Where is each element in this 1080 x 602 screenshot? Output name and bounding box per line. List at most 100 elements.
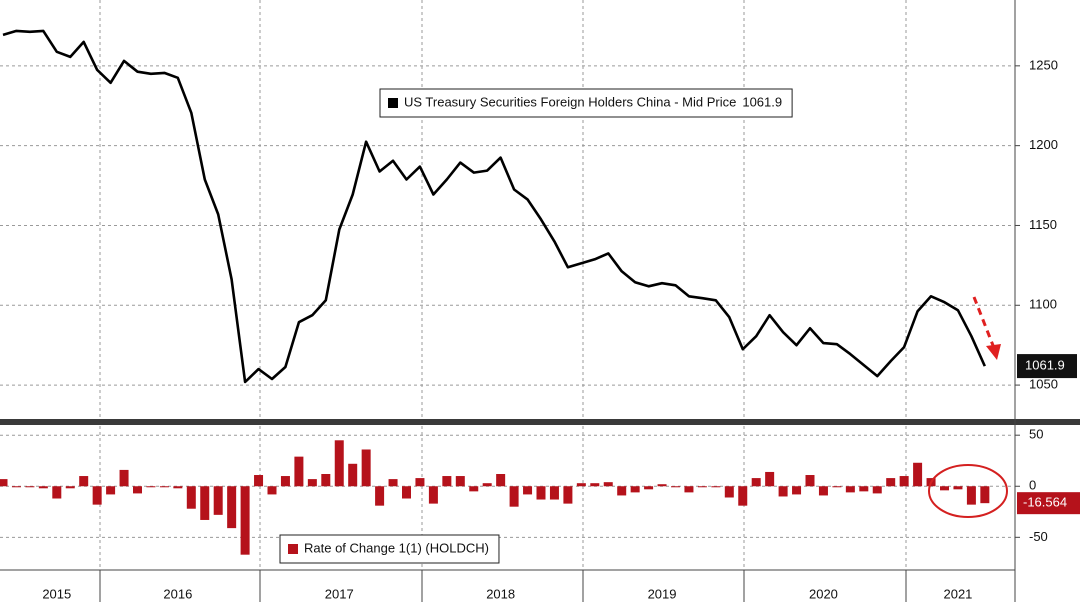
y-tick-label: 1150 — [1029, 217, 1057, 232]
bar — [845, 486, 855, 493]
bar — [590, 483, 600, 487]
bar — [966, 486, 976, 505]
bar — [886, 478, 896, 487]
bar — [402, 486, 411, 499]
bar — [186, 486, 196, 509]
bar — [119, 469, 129, 487]
last-value-label: -16.564 — [1023, 495, 1067, 510]
bar — [361, 449, 371, 487]
legend-swatch — [388, 98, 398, 108]
bar — [240, 486, 250, 555]
last-value-tag — [1017, 354, 1077, 379]
bar — [899, 476, 909, 487]
x-tick-label: 2016 — [163, 586, 192, 601]
bar — [818, 486, 828, 496]
bar — [711, 486, 721, 488]
price-line — [2, 29, 986, 384]
y-tick-label: -50 — [1029, 529, 1048, 544]
bar — [482, 483, 492, 487]
x-tick-label: 2017 — [325, 586, 354, 601]
bar — [523, 486, 533, 495]
bar — [671, 486, 680, 488]
bar — [751, 478, 761, 487]
panel-divider — [0, 419, 1080, 425]
y-tick-label: 1200 — [1029, 137, 1058, 152]
bar — [509, 486, 519, 507]
y-tick-label: 1050 — [1029, 377, 1058, 392]
bar — [254, 475, 264, 487]
bar — [92, 486, 102, 505]
bar — [469, 486, 479, 492]
x-tick-label: 2021 — [943, 586, 972, 601]
bar — [765, 471, 775, 487]
bar — [79, 476, 89, 487]
bar — [428, 486, 438, 504]
bar — [321, 474, 331, 487]
bar — [832, 486, 842, 488]
bar — [805, 475, 815, 487]
bar — [563, 486, 573, 504]
bar — [133, 486, 142, 494]
bar — [106, 486, 116, 495]
legend: US Treasury Securities Foreign Holders C… — [379, 88, 793, 118]
bar — [146, 486, 156, 488]
bar — [576, 483, 586, 487]
bar — [549, 486, 559, 500]
bar — [657, 484, 667, 487]
bar — [778, 486, 788, 497]
bar — [65, 486, 75, 489]
trend-arrow — [972, 296, 996, 349]
bar — [940, 486, 949, 491]
bar — [213, 486, 223, 515]
bar — [872, 486, 882, 494]
bar — [630, 486, 640, 493]
annotations — [928, 296, 1008, 518]
bar — [859, 486, 869, 492]
bar — [792, 486, 802, 495]
bar — [38, 486, 48, 489]
legend-swatch — [288, 544, 298, 554]
bar — [536, 486, 546, 500]
x-tick-label: 2018 — [486, 586, 515, 601]
bar — [496, 474, 506, 487]
bar — [724, 486, 734, 498]
bar — [644, 486, 654, 490]
legend: Rate of Change 1(1) (HOLDCH) — [279, 534, 500, 564]
bar — [52, 486, 62, 499]
x-tick-label: 2019 — [648, 586, 677, 601]
y-tick-label: 1250 — [1029, 57, 1058, 72]
bar — [227, 486, 237, 529]
bar — [375, 486, 385, 506]
bar — [11, 486, 21, 488]
year-separators — [99, 0, 907, 602]
bar — [159, 486, 169, 488]
x-tick-label: 2015 — [42, 586, 71, 601]
bar — [697, 486, 707, 488]
bar — [953, 486, 963, 490]
legend-label: US Treasury Securities Foreign Holders C… — [404, 94, 736, 109]
legend-box — [279, 534, 500, 564]
bar — [442, 476, 452, 487]
bar — [307, 479, 317, 487]
bar — [455, 476, 465, 487]
highlight-circle — [928, 464, 1008, 518]
bar — [980, 486, 990, 504]
legend-value: 1061.9 — [742, 94, 782, 109]
legend-label: Rate of Change 1(1) (HOLDCH) — [304, 540, 489, 555]
bar — [415, 478, 425, 487]
x-tick-label: 2020 — [809, 586, 838, 601]
bar — [334, 440, 344, 487]
y-tick-label: 0 — [1029, 478, 1036, 493]
last-value-tag — [1017, 492, 1080, 515]
y-tick-label: 1100 — [1029, 297, 1057, 312]
bar — [603, 482, 613, 487]
bar — [294, 456, 304, 487]
y-tick-label: 50 — [1029, 427, 1043, 442]
legend-box — [379, 88, 793, 118]
arrow-head — [986, 344, 1001, 360]
bar — [348, 463, 358, 487]
bar — [913, 462, 923, 487]
bar — [200, 486, 210, 520]
bar — [267, 486, 277, 495]
